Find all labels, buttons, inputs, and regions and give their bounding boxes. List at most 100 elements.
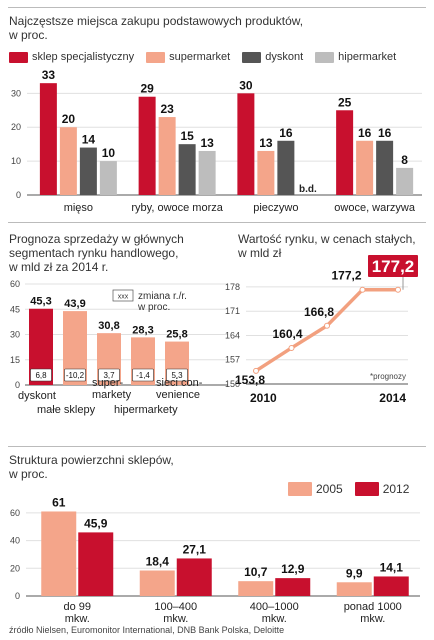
source-note: źródło Nielsen, Euromonitor Internationa… xyxy=(9,625,285,635)
legend-swatch xyxy=(315,51,335,63)
bar-value-label: 27,1 xyxy=(183,542,207,556)
legend-swatch xyxy=(242,51,262,63)
legend-label: 2012 xyxy=(382,482,410,496)
chart1-legend: sklep specjalistyczny supermarket dyskon… xyxy=(9,51,396,63)
x-category-label: 100–400 xyxy=(154,601,197,613)
change-label: 6,8 xyxy=(35,371,47,380)
bar-value-label: 45,9 xyxy=(84,516,108,530)
x-category-label: sieci con- xyxy=(156,377,203,389)
bar xyxy=(275,578,311,596)
legend-label: hipermarket xyxy=(338,51,397,63)
bar xyxy=(39,83,57,195)
bar xyxy=(139,570,175,596)
bar-value-label: 12,9 xyxy=(281,562,305,576)
legend-swatch xyxy=(288,482,312,496)
y-tick-label: 30 xyxy=(10,330,20,340)
bar-value-label: 15 xyxy=(180,129,194,143)
legend-label: sklep specjalistyczny xyxy=(32,51,135,63)
point-value-label: 160,4 xyxy=(272,327,302,341)
bar-value-label: 33 xyxy=(42,68,56,82)
chart1-title-line: Najczęstsze miejsca zakupu podstawowych … xyxy=(9,14,304,28)
bar-value-label: 10 xyxy=(102,146,116,160)
bar-value-label: 16 xyxy=(279,126,293,140)
y-tick-label: 40 xyxy=(10,536,20,546)
bar xyxy=(158,117,176,195)
bar xyxy=(336,110,354,195)
bar xyxy=(178,144,196,195)
value-badge xyxy=(368,255,418,277)
bar-value-label: 8 xyxy=(401,153,408,167)
bar xyxy=(277,140,295,195)
y-tick-label: 20 xyxy=(11,122,21,132)
y-tick-label: 150 xyxy=(225,379,240,389)
bar xyxy=(336,582,372,596)
legend-label: 2005 xyxy=(316,482,343,496)
bar-value-label: 23 xyxy=(160,102,174,116)
y-tick-label: 0 xyxy=(15,380,20,390)
change-legend-box xyxy=(112,289,134,302)
change-legend-label: w proc. xyxy=(137,302,170,313)
chart4-legend: 2005 2012 xyxy=(288,482,409,496)
x-category-label: do 99 xyxy=(63,601,91,613)
change-label: 5,3 xyxy=(171,371,183,380)
y-tick-label: 15 xyxy=(10,355,20,365)
legend-label: dyskont xyxy=(265,51,304,63)
x-category-label: venience xyxy=(156,389,200,401)
bar-value-label: 9,9 xyxy=(346,566,363,580)
value-badge-label: 177,2 xyxy=(372,257,415,276)
x-category-label: mięso xyxy=(64,202,93,214)
x-category-label: mkw. xyxy=(163,613,188,625)
chart3-title: Wartość rynku, w cenach stałych, w mld z… xyxy=(238,232,416,260)
bar xyxy=(198,150,216,195)
data-point xyxy=(324,322,330,329)
point-value-label: 166,8 xyxy=(304,305,334,319)
chart2-subtitle-2: w mld zł za 2014 r. xyxy=(9,260,109,274)
bar xyxy=(356,140,374,195)
chart2-title-line: Prognoza sprzedaży w głównych xyxy=(9,232,184,246)
chart2-title: Prognoza sprzedaży w głównych segmentach… xyxy=(9,232,184,274)
bar-value-label: 25 xyxy=(338,95,352,109)
bar xyxy=(237,93,255,195)
y-tick-label: 45 xyxy=(10,304,20,314)
data-point xyxy=(395,286,401,293)
bar-value-label: 14,1 xyxy=(380,560,404,574)
point-value-label: 177,2 xyxy=(331,269,361,283)
y-tick-label: 171 xyxy=(225,306,240,316)
x-category-label: ponad 1000 xyxy=(344,601,402,613)
section-rule xyxy=(8,222,426,223)
bar xyxy=(59,127,77,195)
y-tick-label: 0 xyxy=(16,190,21,200)
x-category-label: pieczywo xyxy=(253,202,298,214)
x-category-label: 400–1000 xyxy=(250,601,299,613)
bar-value-label: 14 xyxy=(82,133,96,147)
chart4-title-line: Struktura powierzchni sklepów, xyxy=(9,453,174,467)
y-tick-label: 20 xyxy=(10,563,20,573)
legend-label: supermarket xyxy=(169,51,231,63)
bar-value-label: 13 xyxy=(259,136,273,150)
x-category-label: ryby, owoce morza xyxy=(131,202,223,214)
bar xyxy=(138,96,156,195)
x-category-label: mkw. xyxy=(262,613,287,625)
change-box xyxy=(30,368,52,382)
y-tick-label: 60 xyxy=(10,508,20,518)
point-value-label: 153,8 xyxy=(235,373,265,387)
chart1-title: Najczęstsze miejsca zakupu podstawowych … xyxy=(9,14,303,42)
x-category-label: małe sklepy xyxy=(37,404,96,416)
bar-value-label: 16 xyxy=(358,126,372,140)
change-box xyxy=(166,368,188,382)
x-tick-label: 2014 xyxy=(379,391,406,405)
change-legend-box-label: xxx xyxy=(118,294,129,301)
forecast-note: *prognozy xyxy=(370,372,406,381)
x-category-label: owoce, warzywa xyxy=(334,202,416,214)
change-label: -10,2 xyxy=(66,371,85,380)
bar xyxy=(176,558,212,596)
bar-value-label: 61 xyxy=(52,495,66,509)
chart3-title-line: Wartość rynku, w cenach stałych, xyxy=(238,232,416,246)
data-point xyxy=(288,344,295,351)
chart3-subtitle: w mld zł xyxy=(238,246,282,260)
bar xyxy=(41,511,77,596)
bar xyxy=(396,167,414,195)
x-category-label: mkw. xyxy=(65,613,90,625)
chart1-subtitle: w proc. xyxy=(9,28,48,42)
